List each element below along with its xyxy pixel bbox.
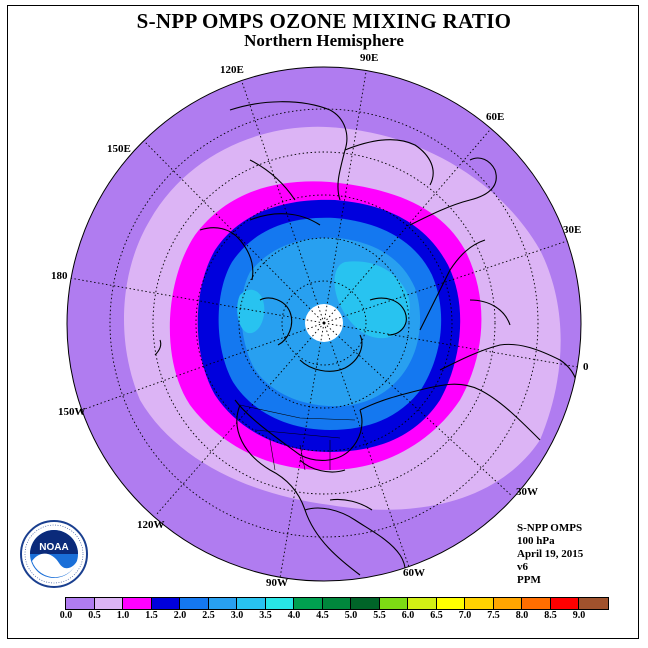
page-title: S-NPP OMPS OZONE MIXING RATIO (136, 9, 512, 33)
colorbar (65, 597, 609, 610)
colorbar-swatch (465, 598, 494, 609)
colorbar-swatch (522, 598, 551, 609)
colorbar-tick-label: 0.0 (59, 610, 73, 621)
noaa-logo-text: NOAA (39, 542, 68, 553)
colorbar-tick-label: 7.5 (487, 610, 500, 621)
colorbar-tick-label: 5.5 (373, 610, 386, 621)
lon-label-150w: 150W (58, 406, 86, 418)
coastlines (154, 101, 579, 581)
lon-label-30w: 30W (516, 486, 538, 498)
colorbar-swatch (151, 598, 180, 609)
colorbar-tick-label: 8.5 (544, 610, 557, 621)
colorbar-swatch (322, 598, 351, 609)
colorbar-swatch (180, 598, 209, 609)
info-date: April 19, 2015 (517, 548, 584, 560)
lon-label-90e: 90E (360, 52, 378, 64)
product-info: S-NPP OMPS 100 hPa April 19, 2015 v6 PPM (517, 522, 583, 587)
colorbar-tick-label: 6.0 (401, 610, 415, 621)
colorbar-swatch (408, 598, 437, 609)
graticule (69, 67, 579, 579)
colorbar-swatch (436, 598, 465, 609)
lon-label-60e: 60E (486, 111, 504, 123)
noaa-logo: NOAA (20, 520, 88, 588)
colorbar-tick-label: 1.5 (145, 610, 158, 621)
lon-label-60w: 60W (403, 567, 425, 579)
info-version: v6 (517, 561, 528, 573)
colorbar-tick-label: 8.0 (515, 610, 529, 621)
colorbar-tick-label: 3.0 (230, 610, 244, 621)
colorbar-ticks: 0.0 0.5 1.0 1.5 2.0 2.5 3.0 3.5 4.0 4.5 5.0 5.5 6.0 6… (0, 610, 648, 624)
figure-frame (7, 5, 639, 639)
colorbar-swatch (579, 598, 608, 609)
info-instrument: S-NPP OMPS (517, 522, 583, 534)
colorbar-swatch (493, 598, 522, 609)
colorbar-swatch (94, 598, 123, 609)
colorbar-tick-label: 0.5 (88, 610, 101, 621)
lon-label-180: 180 (51, 270, 68, 282)
colorbar-swatch (379, 598, 408, 609)
colorbar-swatch (66, 598, 95, 609)
colorbar-tick-label: 2.0 (173, 610, 187, 621)
info-units: PPM (517, 574, 541, 586)
colorbar-swatch (265, 598, 294, 609)
colorbar-tick-label: 3.5 (259, 610, 272, 621)
colorbar-tick-label: 7.0 (458, 610, 472, 621)
lon-label-90w: 90W (266, 577, 288, 589)
colorbar-tick-label: 1.0 (116, 610, 130, 621)
info-level: 100 hPa (517, 535, 555, 547)
colorbar-tick-label: 9.0 (572, 610, 586, 621)
ozone-band-3.0-3.5-patch (237, 289, 265, 334)
colorbar-swatch (351, 598, 380, 609)
lon-label-120w: 120W (137, 519, 165, 531)
colorbar-tick-label: 6.5 (430, 610, 443, 621)
lon-label-30e: 30E (563, 224, 581, 236)
lon-label-150e: 150E (107, 143, 131, 155)
page-subtitle: Northern Hemisphere (244, 31, 404, 50)
colorbar-tick-label: 2.5 (202, 610, 215, 621)
colorbar-tick-label: 4.5 (316, 610, 329, 621)
map-border (66, 66, 582, 582)
political-borders (239, 404, 356, 471)
colorbar-swatch (123, 598, 152, 609)
colorbar-swatch (294, 598, 323, 609)
colorbar-tick-label: 4.0 (287, 610, 301, 621)
lon-label-0: 0 (583, 361, 589, 373)
colorbar-tick-label: 5.0 (344, 610, 358, 621)
colorbar-swatch (237, 598, 266, 609)
colorbar-swatch (208, 598, 237, 609)
colorbar-swatch (550, 598, 579, 609)
lon-label-120e: 120E (220, 64, 244, 76)
